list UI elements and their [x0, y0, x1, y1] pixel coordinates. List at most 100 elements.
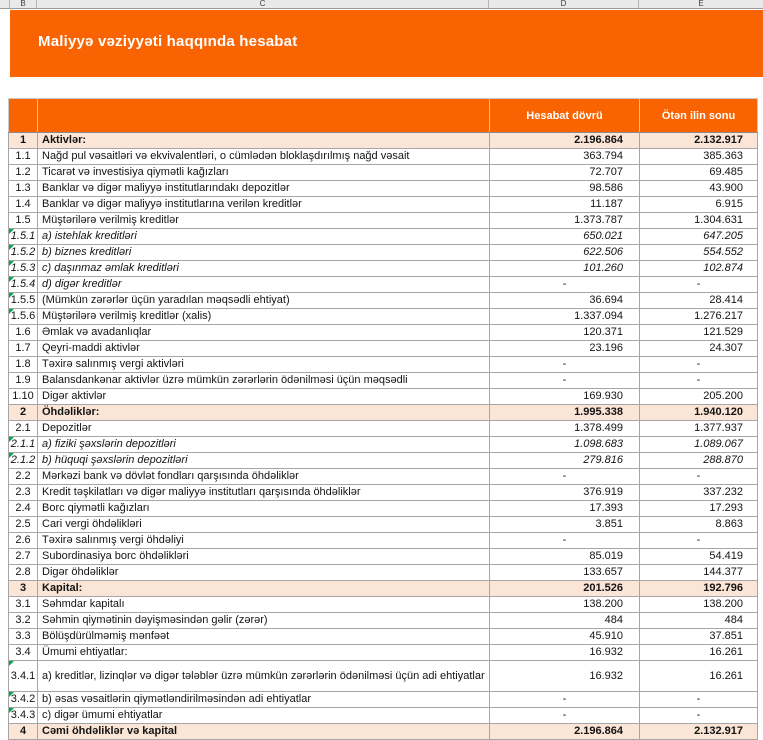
- row-number-cell[interactable]: 1.5.6: [8, 308, 38, 325]
- current-period-value-cell[interactable]: 650.021: [489, 228, 640, 245]
- row-number-cell[interactable]: 2.1.2: [8, 452, 38, 469]
- row-label-cell[interactable]: Səhmdar kapitalı: [37, 596, 490, 613]
- row-number-cell[interactable]: 1.5.3: [8, 260, 38, 277]
- previous-period-value-cell[interactable]: 144.377: [639, 564, 758, 581]
- row-label-cell[interactable]: d) digər kreditlər: [37, 276, 490, 293]
- row-number-cell[interactable]: 1.7: [8, 340, 38, 357]
- current-period-value-cell[interactable]: -: [489, 372, 640, 389]
- current-period-value-cell[interactable]: 45.910: [489, 628, 640, 645]
- previous-period-value-cell[interactable]: -: [639, 372, 758, 389]
- row-number-cell[interactable]: 1.2: [8, 164, 38, 181]
- previous-period-value-cell[interactable]: 138.200: [639, 596, 758, 613]
- row-label-cell[interactable]: Kapital:: [37, 580, 490, 597]
- row-label-cell[interactable]: a) kreditlər, lizinqlər və digər tələblə…: [37, 660, 490, 692]
- row-label-cell[interactable]: Digər aktivlər: [37, 388, 490, 405]
- current-period-value-cell[interactable]: 138.200: [489, 596, 640, 613]
- row-number-cell[interactable]: 3.3: [8, 628, 38, 645]
- current-period-value-cell[interactable]: 363.794: [489, 148, 640, 165]
- current-period-value-cell[interactable]: 1.373.787: [489, 212, 640, 229]
- row-label-cell[interactable]: c) daşınmaz əmlak kreditləri: [37, 260, 490, 277]
- current-period-value-cell[interactable]: 1.995.338: [489, 404, 640, 421]
- current-period-value-cell[interactable]: 1.098.683: [489, 436, 640, 453]
- previous-period-value-cell[interactable]: 2.132.917: [639, 132, 758, 149]
- row-label-cell[interactable]: a) fiziki şəxslərin depozitləri: [37, 436, 490, 453]
- row-label-cell[interactable]: Balansdankənar aktivlər üzrə mümkün zərə…: [37, 372, 490, 389]
- current-period-value-cell[interactable]: -: [489, 356, 640, 373]
- current-period-value-cell[interactable]: 23.196: [489, 340, 640, 357]
- current-period-value-cell[interactable]: 85.019: [489, 548, 640, 565]
- column-header-a-sliver[interactable]: [0, 0, 10, 8]
- current-period-value-cell[interactable]: 98.586: [489, 180, 640, 197]
- header-previous-period[interactable]: Ötən ilin sonu: [639, 98, 758, 133]
- row-number-cell[interactable]: 2.2: [8, 468, 38, 485]
- current-period-value-cell[interactable]: 279.816: [489, 452, 640, 469]
- current-period-value-cell[interactable]: -: [489, 468, 640, 485]
- row-number-cell[interactable]: 1.8: [8, 356, 38, 373]
- previous-period-value-cell[interactable]: 192.796: [639, 580, 758, 597]
- row-label-cell[interactable]: Müştərilərə verilmiş kreditlər (xalis): [37, 308, 490, 325]
- previous-period-value-cell[interactable]: 554.552: [639, 244, 758, 261]
- row-number-cell[interactable]: 3.4.2: [8, 691, 38, 708]
- row-label-cell[interactable]: (Mümkün zərərlər üçün yaradılan məqsədli…: [37, 292, 490, 309]
- previous-period-value-cell[interactable]: 337.232: [639, 484, 758, 501]
- row-number-cell[interactable]: 1: [8, 132, 38, 149]
- row-number-cell[interactable]: 2.4: [8, 500, 38, 517]
- previous-period-value-cell[interactable]: 28.414: [639, 292, 758, 309]
- row-number-cell[interactable]: 1.4: [8, 196, 38, 213]
- header-label-cell[interactable]: [37, 98, 490, 133]
- row-number-cell[interactable]: 1.5.5: [8, 292, 38, 309]
- current-period-value-cell[interactable]: 36.694: [489, 292, 640, 309]
- previous-period-value-cell[interactable]: 647.205: [639, 228, 758, 245]
- current-period-value-cell[interactable]: 16.932: [489, 660, 640, 692]
- row-number-cell[interactable]: 1.1: [8, 148, 38, 165]
- row-number-cell[interactable]: 2: [8, 404, 38, 421]
- row-number-cell[interactable]: 1.5.4: [8, 276, 38, 293]
- row-number-cell[interactable]: 1.5: [8, 212, 38, 229]
- previous-period-value-cell[interactable]: 1.940.120: [639, 404, 758, 421]
- row-label-cell[interactable]: Öhdəliklər:: [37, 404, 490, 421]
- row-label-cell[interactable]: Cəmi öhdəliklər və kapital: [37, 723, 490, 740]
- row-label-cell[interactable]: Bölüşdürülməmiş mənfəət: [37, 628, 490, 645]
- row-label-cell[interactable]: Ticarət və investisiya qiymətli kağızlar…: [37, 164, 490, 181]
- row-label-cell[interactable]: Əmlak və avadanlıqlar: [37, 324, 490, 341]
- row-number-cell[interactable]: 2.7: [8, 548, 38, 565]
- row-number-cell[interactable]: 2.6: [8, 532, 38, 549]
- row-label-cell[interactable]: Ümumi ehtiyatlar:: [37, 644, 490, 661]
- previous-period-value-cell[interactable]: 17.293: [639, 500, 758, 517]
- previous-period-value-cell[interactable]: 1.276.217: [639, 308, 758, 325]
- row-label-cell[interactable]: b) əsas vəsaitlərin qiymətləndirilməsind…: [37, 691, 490, 708]
- current-period-value-cell[interactable]: 101.260: [489, 260, 640, 277]
- previous-period-value-cell[interactable]: 102.874: [639, 260, 758, 277]
- row-number-cell[interactable]: 2.5: [8, 516, 38, 533]
- previous-period-value-cell[interactable]: 54.419: [639, 548, 758, 565]
- current-period-value-cell[interactable]: 2.196.864: [489, 723, 640, 740]
- current-period-value-cell[interactable]: 1.378.499: [489, 420, 640, 437]
- row-label-cell[interactable]: Səhmin qiymətinin dəyişməsindən gəlir (z…: [37, 612, 490, 629]
- previous-period-value-cell[interactable]: -: [639, 468, 758, 485]
- previous-period-value-cell[interactable]: 24.307: [639, 340, 758, 357]
- row-number-cell[interactable]: 1.5.2: [8, 244, 38, 261]
- previous-period-value-cell[interactable]: 1.304.631: [639, 212, 758, 229]
- row-label-cell[interactable]: Borc qiymətli kağızları: [37, 500, 490, 517]
- row-number-cell[interactable]: 3.1: [8, 596, 38, 613]
- row-number-cell[interactable]: 3.4: [8, 644, 38, 661]
- current-period-value-cell[interactable]: 2.196.864: [489, 132, 640, 149]
- current-period-value-cell[interactable]: 133.657: [489, 564, 640, 581]
- row-label-cell[interactable]: Mərkəzi bank və dövlət fondları qarşısın…: [37, 468, 490, 485]
- column-header-c[interactable]: C: [37, 0, 489, 8]
- previous-period-value-cell[interactable]: 69.485: [639, 164, 758, 181]
- row-label-cell[interactable]: Təxirə salınmış vergi aktivləri: [37, 356, 490, 373]
- previous-period-value-cell[interactable]: 1.377.937: [639, 420, 758, 437]
- previous-period-value-cell[interactable]: 43.900: [639, 180, 758, 197]
- row-number-cell[interactable]: 2.3: [8, 484, 38, 501]
- previous-period-value-cell[interactable]: 6.915: [639, 196, 758, 213]
- row-label-cell[interactable]: Banklar və digər maliyyə institutlarına …: [37, 196, 490, 213]
- previous-period-value-cell[interactable]: 288.870: [639, 452, 758, 469]
- column-header-d[interactable]: D: [489, 0, 639, 8]
- row-label-cell[interactable]: Qeyri-maddi aktivlər: [37, 340, 490, 357]
- row-label-cell[interactable]: a) istehlak kreditləri: [37, 228, 490, 245]
- row-number-cell[interactable]: 2.1.1: [8, 436, 38, 453]
- previous-period-value-cell[interactable]: 121.529: [639, 324, 758, 341]
- row-number-cell[interactable]: 1.10: [8, 388, 38, 405]
- current-period-value-cell[interactable]: -: [489, 532, 640, 549]
